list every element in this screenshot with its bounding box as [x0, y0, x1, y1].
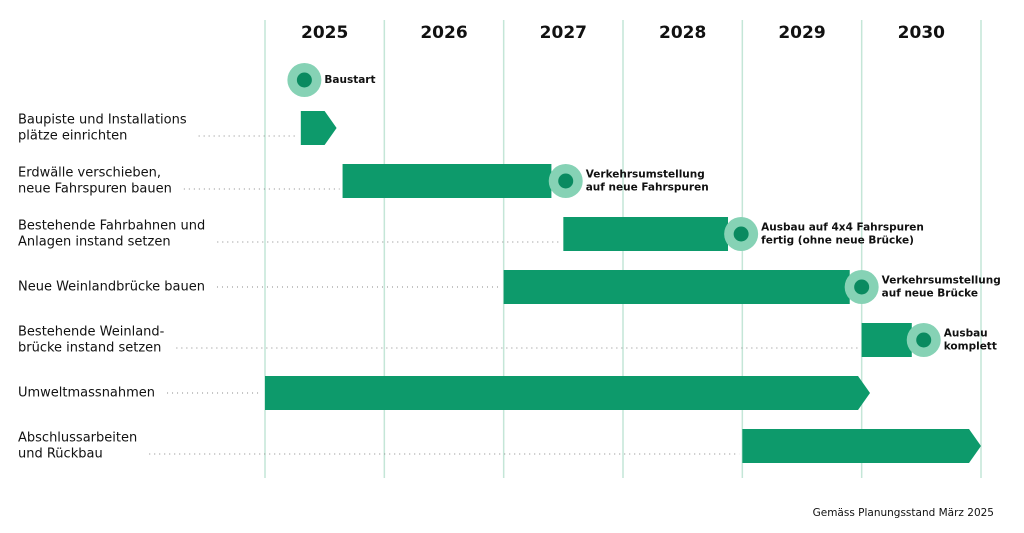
task-label: plätze einrichten [18, 129, 127, 144]
task-label: Erdwälle verschieben, [18, 166, 161, 181]
milestone-label: komplett [944, 341, 997, 353]
task-bar [300, 111, 337, 145]
task-bar [742, 429, 981, 463]
task-label: und Rückbau [18, 447, 103, 462]
task-label: Anlagen instand setzen [18, 235, 171, 250]
task-label: Neue Weinlandbrücke bauen [18, 280, 205, 295]
task-bar [265, 376, 871, 410]
task-label: Bestehende Weinland- [18, 325, 165, 340]
task-bar [861, 323, 912, 357]
task-label: neue Fahrspuren bauen [18, 182, 172, 197]
task-label: Baupiste und Installations [18, 113, 187, 128]
milestone-label: Ausbau auf 4x4 Fahrspuren [761, 222, 924, 234]
task-label: brücke instand setzen [18, 341, 161, 356]
year-label: 2027 [540, 23, 587, 43]
milestone-label: Ausbau [944, 328, 988, 340]
milestone-label: fertig (ohne neue Brücke) [761, 235, 914, 247]
milestone-label: Verkehrsumstellung [882, 275, 1001, 287]
year-label: 2025 [301, 23, 348, 43]
year-label: 2028 [659, 23, 706, 43]
milestone-dot [733, 226, 749, 242]
task-label: Bestehende Fahrbahnen und [18, 219, 205, 234]
footnote: Gemäss Planungsstand März 2025 [813, 507, 994, 519]
milestone-label: auf neue Fahrspuren [586, 182, 709, 194]
year-label: 2030 [898, 23, 945, 43]
task-bar [503, 270, 850, 304]
task-bar [342, 164, 552, 198]
milestone-dot [916, 332, 932, 348]
task-label: Umweltmassnahmen [18, 386, 155, 401]
task-label: Abschlussarbeiten [18, 431, 137, 446]
milestone-dot [854, 279, 870, 295]
milestone-dot [296, 72, 312, 88]
milestone-label: Verkehrsumstellung [586, 169, 705, 181]
year-label: 2026 [420, 23, 467, 43]
milestone-label: auf neue Brücke [882, 288, 978, 300]
milestone-label: Baustart [324, 74, 375, 86]
task-bar [563, 217, 729, 251]
milestone-dot [558, 173, 574, 189]
year-label: 2029 [778, 23, 825, 43]
